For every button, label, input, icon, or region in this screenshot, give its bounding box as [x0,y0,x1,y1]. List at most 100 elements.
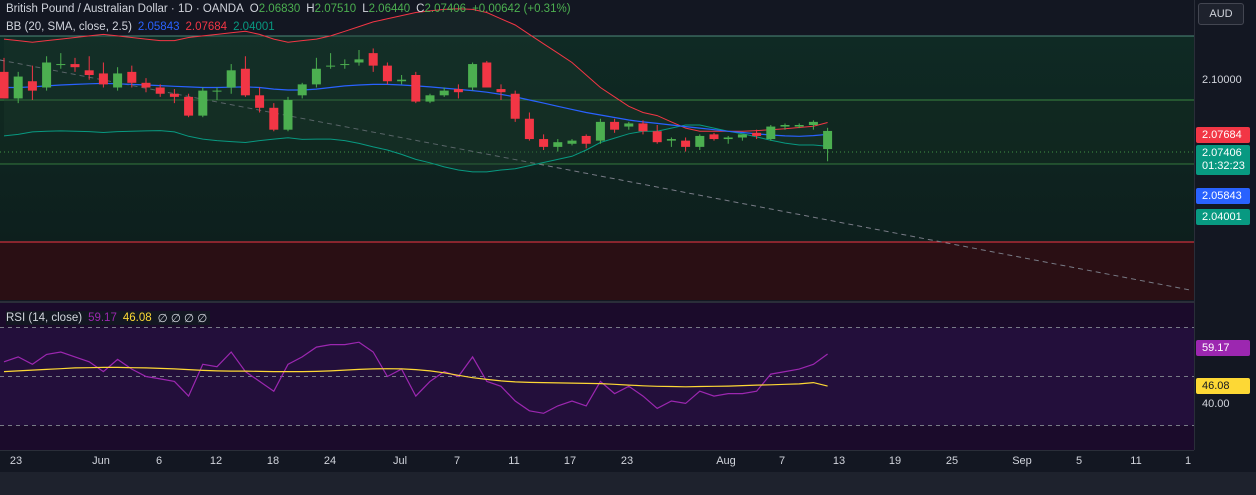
candle-body [666,139,676,141]
candle-body [496,89,506,93]
candle-body [141,82,151,88]
candle-body [212,90,222,92]
rsi-ma-value: 46.08 [122,312,152,324]
time-axis-label: Sep [1012,455,1032,467]
rsi-legend[interactable]: RSI (14, close) 59.17 46.08 ∅ ∅ ∅ ∅ [6,311,211,325]
price-label-2-10000: 2.10000 [1202,74,1242,86]
candle-body [709,134,719,140]
chart-canvas[interactable] [0,0,1194,450]
rsi-label[interactable]: RSI (14, close) [6,312,83,324]
candle-body [624,123,634,127]
candle-body [482,62,492,88]
candle-body [297,84,307,96]
close-value: 2.07406 [424,3,467,15]
time-axis-label: 11 [1130,455,1142,467]
currency-button[interactable]: AUD [1198,3,1244,25]
high-label: H [306,3,315,15]
candle-body [240,68,250,96]
candle-body [411,75,421,102]
candle-body [794,125,804,127]
candle-body [42,62,52,88]
candles-group [0,48,833,162]
candle-body [510,93,520,119]
time-axis-label: 1 [1184,455,1192,467]
candle-body [439,90,449,96]
basis-tag: 2.05843 [1196,188,1250,204]
candle-body [695,135,705,147]
candle-body [226,70,236,88]
symbol-legend[interactable]: British Pound / Australian Dollar · 1D ·… [6,3,571,15]
bb-lower-line [3,124,828,173]
candle-body [113,73,123,88]
close-label: C [416,3,425,15]
time-axis-label: 6 [155,455,163,467]
rsi-ma-tag: 46.08 [1196,378,1250,394]
candle-body [155,87,165,94]
time-axis-label: Jun [92,455,110,467]
bb-lower-value: 2.04001 [233,21,275,33]
rsi-label-40: 40.00 [1202,398,1230,410]
candle-body [13,76,23,99]
time-axis-label: 7 [453,455,461,467]
candle-body [0,71,9,99]
candle-body [808,121,818,125]
high-value: 2.07510 [314,3,357,15]
bb-basis-value: 2.05843 [137,21,180,33]
time-axis-label: 12 [209,455,223,467]
price-scale[interactable] [1194,0,1256,450]
bb-legend[interactable]: BB (20, SMA, close, 2.5) 2.05843 2.07684… [6,21,275,33]
candle-body [652,131,662,143]
close-price-tag: 2.07406 01:32:23 [1196,145,1250,175]
time-axis-label: 23 [620,455,634,467]
candle-body [610,121,620,130]
candle-body [198,90,208,116]
candle-body [823,130,833,150]
candle-body [595,121,605,141]
time-axis-label: 7 [778,455,786,467]
upper-band-tag: 2.07684 [1196,127,1250,143]
candle-body [681,140,691,147]
rsi-ma-line [3,366,828,388]
open-label: O [249,3,259,15]
candle-body [27,81,37,91]
candle-body [311,68,321,85]
candle-body [567,140,577,144]
candle-body [397,79,407,82]
time-axis[interactable] [0,450,1194,473]
candle-body [539,139,549,147]
open-value: 2.06830 [258,3,301,15]
candle-body [127,71,137,83]
red-zone [0,242,1194,300]
candle-body [354,59,364,63]
candle-body [524,118,534,140]
time-axis-label: 13 [832,455,846,467]
candle-body [84,70,94,75]
candle-body [340,64,350,66]
bottom-toolbar[interactable] [0,472,1256,495]
candle-body [425,95,435,102]
time-axis-label: 18 [266,455,280,467]
time-axis-label: 5 [1075,455,1083,467]
candle-body [169,93,179,97]
candle-body [326,65,336,67]
time-axis-label: 11 [508,455,520,467]
time-axis-label: 17 [563,455,577,467]
change-value: +0.00642 (+0.31%) [472,3,571,15]
rsi-value: 59.17 [88,312,117,324]
low-value: 2.06440 [368,3,411,15]
bb-upper-line [3,8,828,132]
candle-body [368,53,378,66]
time-axis-label: Jul [392,455,408,467]
bb-label[interactable]: BB (20, SMA, close, 2.5) [6,21,132,33]
symbol-title[interactable]: British Pound / Australian Dollar · 1D ·… [6,3,244,15]
candle-body [723,137,733,140]
time-axis-label: 25 [945,455,959,467]
countdown-timer: 01:32:23 [1202,160,1245,172]
time-axis-label: Aug [716,455,736,467]
candle-body [382,65,392,82]
candle-body [70,64,80,68]
candle-body [468,64,478,88]
candle-body [581,135,591,144]
bb-upper-value: 2.07684 [185,21,228,33]
candle-body [752,132,762,136]
